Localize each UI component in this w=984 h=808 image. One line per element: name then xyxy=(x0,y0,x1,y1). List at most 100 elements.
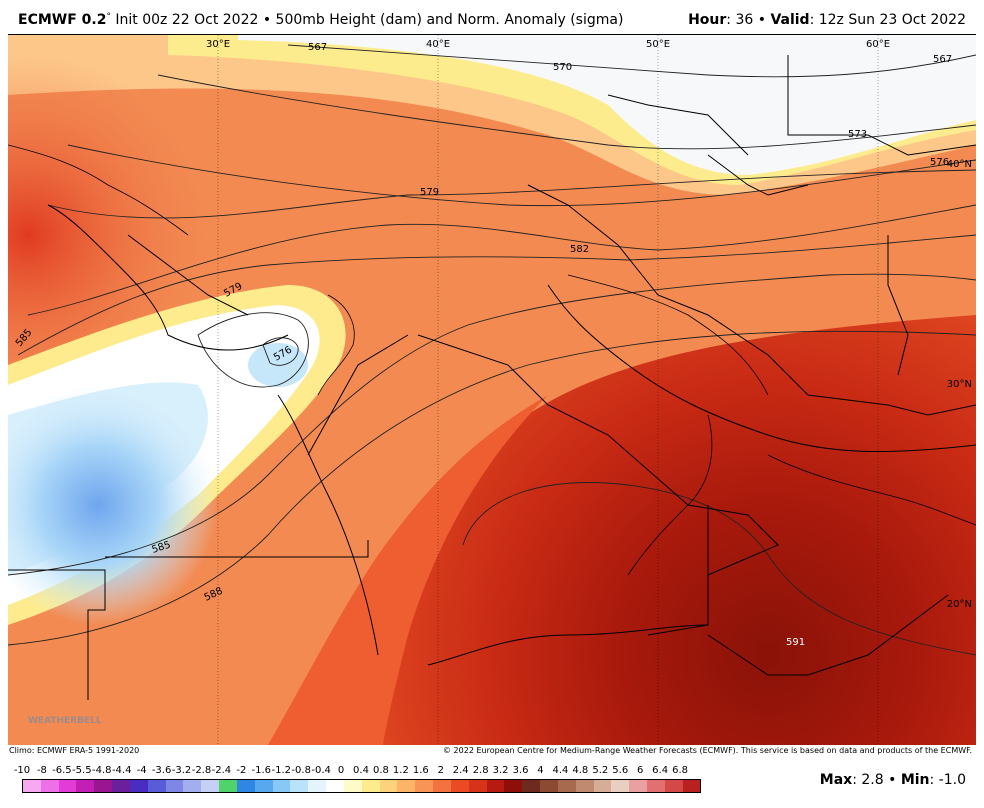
colorbar-label: -4 xyxy=(136,765,147,776)
colorbar-label: 4 xyxy=(537,765,544,776)
colorbar-label: -4.8 xyxy=(91,765,112,776)
colorbar-swatch xyxy=(379,780,398,792)
copyright-credit: © 2022 European Centre for Medium-Range … xyxy=(443,746,972,755)
colorbar-label: -2 xyxy=(236,765,247,776)
colorbar-swatch xyxy=(646,780,665,792)
colorbar-label: 6 xyxy=(636,765,644,776)
colorbar-swatch xyxy=(308,780,327,792)
map-panel: 30°E 40°E 50°E 60°E 40°N 30°N 20°N 567 5… xyxy=(8,34,976,745)
colorbar-label: -1.2 xyxy=(271,765,291,776)
colorbar-swatch xyxy=(129,780,148,792)
colorbar-swatch xyxy=(272,780,291,792)
colorbar-label: 0 xyxy=(337,765,345,776)
contour-label: 570 xyxy=(553,62,572,73)
colorbar-swatch xyxy=(94,780,113,792)
colorbar-swatch xyxy=(326,780,344,792)
colorbar-label: 6.8 xyxy=(672,765,688,776)
height-contours xyxy=(8,44,976,656)
map-header: ECMWF 0.2° Init 00z 22 Oct 2022 • 500mb … xyxy=(0,0,984,34)
degree-mark: ° xyxy=(106,12,111,22)
grid-meridians xyxy=(217,35,879,745)
valid-value: : 12z Sun 23 Oct 2022 xyxy=(809,12,966,28)
lon-label: 50°E xyxy=(646,39,670,50)
colorbar-swatch xyxy=(76,780,95,792)
anomaly-map: 30°E 40°E 50°E 60°E 40°N 30°N 20°N 567 5… xyxy=(8,35,976,745)
lon-label: 60°E xyxy=(866,39,890,50)
colorbar-swatch xyxy=(290,780,309,792)
climo-credit: Climo: ECMWF ERA-5 1991-2020 xyxy=(9,746,140,755)
colorbar-swatch xyxy=(112,780,130,792)
lon-label: 40°E xyxy=(426,39,450,50)
colorbar-swatch xyxy=(575,780,594,792)
min-value: : -1.0 xyxy=(929,772,966,788)
band-orange-red xyxy=(268,395,548,745)
valid-label: Valid xyxy=(770,12,810,28)
colorbar-swatch xyxy=(165,780,184,792)
hour-value: : 36 • xyxy=(726,12,771,28)
colorbar-label: 1.2 xyxy=(392,765,409,776)
colorbar-swatch xyxy=(254,780,273,792)
colorbar-label: -1.6 xyxy=(251,765,272,776)
lat-label: 20°N xyxy=(947,599,972,610)
colorbar-swatch xyxy=(540,780,558,792)
colorbar-swatch xyxy=(664,780,683,792)
contour-label: 567 xyxy=(308,42,327,53)
colorbar-swatch xyxy=(415,780,434,792)
colorbar-swatch xyxy=(611,780,630,792)
init-description: Init 00z 22 Oct 2022 • 500mb Height (dam… xyxy=(110,12,624,28)
colorbar-swatch xyxy=(433,780,451,792)
colorbar-label: -8 xyxy=(36,765,47,776)
colorbar-label: -3.6 xyxy=(151,765,172,776)
colorbar-label: 5.6 xyxy=(612,765,629,776)
colorbar-label: -4.4 xyxy=(111,765,132,776)
colorbar-swatch xyxy=(183,780,202,792)
max-min-readout: Max: 2.8 • Min: -1.0 xyxy=(820,772,966,788)
colorbar-label: 0.8 xyxy=(372,765,389,776)
colorbar-swatch xyxy=(504,780,523,792)
political-borders xyxy=(8,55,976,700)
band-near-zero-north xyxy=(238,35,976,175)
watermark-logo: WEATHERBELL xyxy=(28,716,102,726)
colorbar-swatch xyxy=(23,780,41,792)
colorbar-label: 6.4 xyxy=(652,765,669,776)
colorbar-label: 4.8 xyxy=(572,765,589,776)
colorbar-swatch xyxy=(593,780,612,792)
colorbar-label: -2.8 xyxy=(191,765,212,776)
lat-label: 30°N xyxy=(947,379,972,390)
contour-label: 591 xyxy=(786,637,805,648)
colorbar-label: 2.8 xyxy=(472,765,489,776)
contour-label: 579 xyxy=(420,187,439,198)
colorbar-swatch xyxy=(450,780,469,792)
colorbar-label: -10 xyxy=(13,765,31,776)
hot-core xyxy=(338,315,976,745)
colorbar-swatch xyxy=(468,780,487,792)
colorbar-swatch xyxy=(236,780,255,792)
colorbar-swatch xyxy=(219,780,237,792)
colorbar-label: -5.5 xyxy=(72,765,92,776)
model-name: ECMWF 0.2 xyxy=(18,12,107,28)
coastlines xyxy=(8,144,976,576)
colorbar-swatch xyxy=(58,780,77,792)
contour-label: 576 xyxy=(930,157,949,168)
colorbar-swatch xyxy=(201,780,220,792)
contour-label: 567 xyxy=(933,54,952,65)
lon-label: 30°E xyxy=(206,39,230,50)
colorbar-swatch xyxy=(629,780,647,792)
map-title: ECMWF 0.2° Init 00z 22 Oct 2022 • 500mb … xyxy=(18,12,623,28)
colorbar-labels: -10 -8 -6.5 -5.5 -4.8 -4.4 -4 -3.6 -3.2 -2.8 -2.4-… xyxy=(10,765,710,777)
colorbar-label: -2.4 xyxy=(211,765,232,776)
colorbar-swatch xyxy=(522,780,541,792)
colorbar-label: 2.4 xyxy=(452,765,469,776)
forecast-hour-valid: Hour: 36 • Valid: 12z Sun 23 Oct 2022 xyxy=(688,12,966,28)
colorbar-swatch xyxy=(397,780,416,792)
colorbar-label: -3.2 xyxy=(171,765,192,776)
contour-label: 582 xyxy=(570,244,589,255)
colorbar-swatch xyxy=(486,780,505,792)
colorbar-swatch xyxy=(682,780,701,792)
colorbar-label: 1.6 xyxy=(412,765,429,776)
colorbar-swatch xyxy=(343,780,362,792)
colorbar-label: 3.6 xyxy=(512,765,529,776)
contour-label: 573 xyxy=(848,129,867,140)
colorbar-label: 2 xyxy=(437,765,444,776)
colorbar-swatch xyxy=(147,780,166,792)
